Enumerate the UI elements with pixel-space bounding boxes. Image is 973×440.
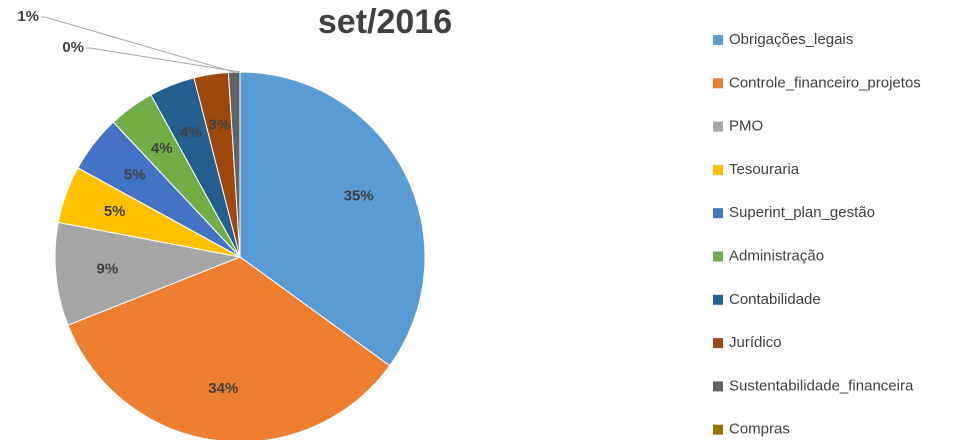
legend-swatch (713, 121, 723, 132)
pie-slice (67, 256, 391, 440)
legend-swatch (713, 78, 723, 89)
legend-swatch (713, 381, 723, 392)
data-label: 4% (180, 124, 202, 141)
legend-swatch (713, 208, 723, 219)
legend-swatch (713, 251, 723, 262)
data-label: 5% (124, 166, 146, 183)
legend-label: Sustentabilidade_financeira (729, 377, 914, 394)
legend-swatch (713, 35, 723, 45)
legend-label: Administração (729, 247, 824, 264)
legend-label: Controle_financeiro_projetos (729, 74, 921, 91)
data-label: 3% (208, 116, 230, 133)
legend-swatch (713, 294, 723, 305)
legend-label: Tesouraria (729, 161, 800, 178)
legend-label: Superint_plan_gestão (729, 204, 875, 221)
legend-swatch (713, 164, 723, 175)
legend-label: PMO (729, 118, 763, 135)
legend-label: Obrigações_legais (729, 31, 853, 48)
data-label: 0% (62, 39, 84, 56)
legend-swatch (713, 424, 723, 435)
data-label: 35% (344, 187, 374, 204)
legend-label: Jurídico (729, 334, 782, 351)
leader-line (86, 47, 241, 73)
chart-title: set/2016 (318, 3, 452, 41)
data-label: 4% (151, 140, 173, 157)
data-label: 34% (208, 380, 238, 397)
data-label: 1% (17, 8, 39, 25)
data-label: 5% (104, 203, 126, 220)
leader-line (41, 16, 235, 73)
pie-slice (54, 221, 242, 326)
legend-swatch (713, 338, 723, 349)
legend-label: Compras (729, 421, 790, 438)
pie-slice (239, 71, 426, 367)
legend-label: Contabilidade (729, 291, 821, 308)
data-label: 9% (97, 261, 119, 278)
